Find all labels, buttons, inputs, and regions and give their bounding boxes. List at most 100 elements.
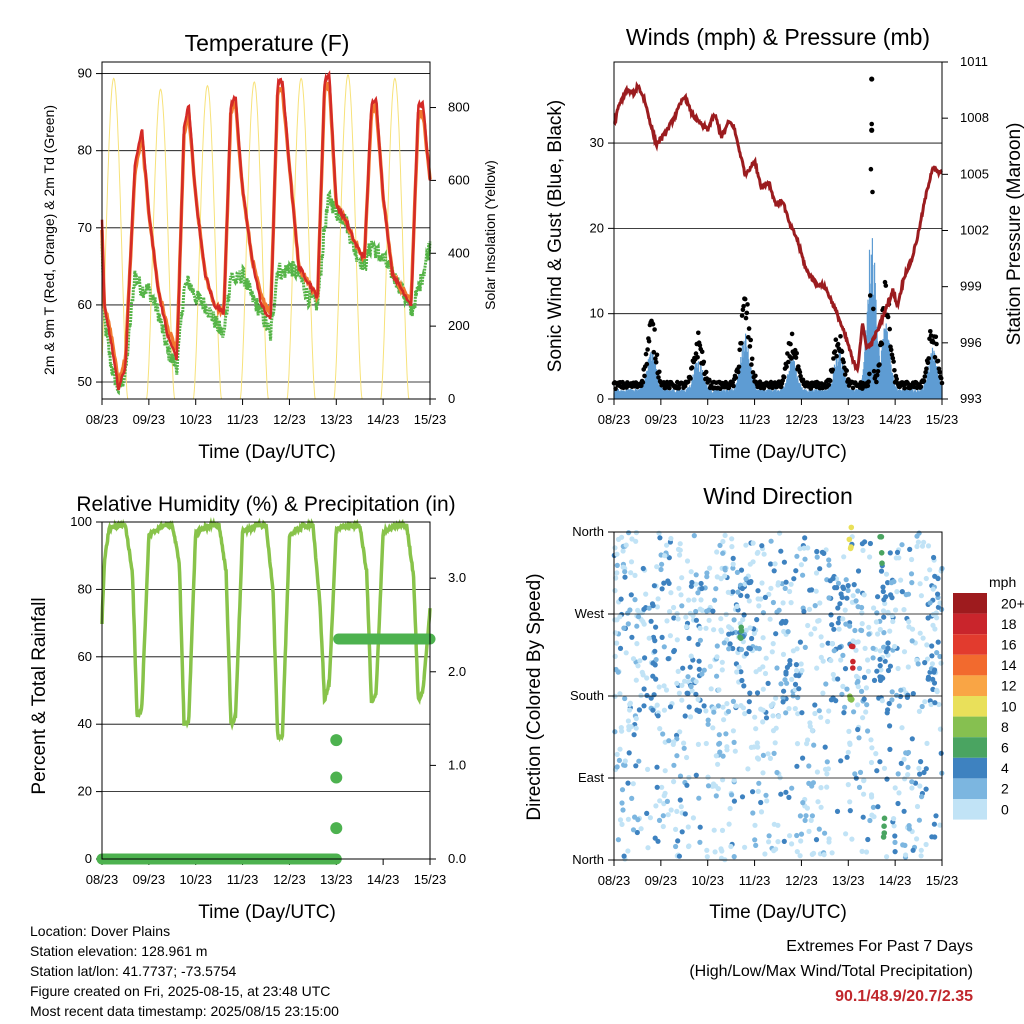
wind-direction-point [760, 610, 767, 616]
gust-point [867, 293, 873, 298]
wind-direction-point [932, 667, 938, 673]
gust-point [935, 358, 941, 364]
wind-direction-point [765, 680, 771, 687]
wind-direction-point [768, 702, 774, 709]
wind-direction-point [704, 854, 710, 860]
wind-direction-point [659, 634, 665, 641]
gust-point [739, 313, 745, 318]
wind-direction-point [780, 651, 787, 658]
wind-direction-point [677, 729, 683, 735]
wind-direction-point [750, 540, 756, 546]
winds-xtick-label: 15/23 [926, 412, 959, 427]
gust-point [870, 189, 875, 195]
wind-direction-point [835, 605, 841, 611]
gust-point [699, 349, 705, 355]
wind-direction-point [705, 783, 712, 789]
wind-direction-point [794, 832, 800, 839]
wind-direction-point [725, 708, 732, 715]
wind-direction-point [813, 837, 820, 843]
wind-direction-point [697, 839, 703, 845]
wind-direction-point [752, 714, 758, 720]
wind-direction-point [682, 678, 688, 684]
gust-point [923, 369, 928, 375]
wind-direction-point [622, 758, 628, 764]
wind-direction-point [755, 596, 761, 602]
wind-direction-point [652, 835, 658, 841]
wind-direction-point [671, 615, 677, 621]
recent-timestamp: Most recent data timestamp: 2025/08/15 2… [30, 1003, 339, 1019]
wind-direction-point [816, 826, 822, 832]
wind-direction-point [696, 666, 702, 672]
wind-direction-point [687, 610, 694, 617]
wind-direction-point [698, 597, 704, 603]
wind-direction-point [816, 708, 822, 714]
wind-direction-point [693, 679, 699, 685]
wind-direction-point [822, 830, 828, 836]
wind-direction-point [800, 572, 806, 578]
wind-direction-point [931, 821, 938, 827]
wind-direction-point [880, 588, 886, 595]
gust-point [793, 355, 799, 360]
wind-direction-point [762, 670, 769, 677]
gust-point [645, 347, 650, 352]
gust-point [874, 372, 880, 378]
wind-direction-point [695, 696, 701, 703]
wind-direction-point [760, 707, 766, 713]
wind-direction-point [846, 536, 853, 543]
wind-direction-point [848, 544, 854, 550]
temperature-y2tick-label: 800 [448, 100, 470, 115]
wind-direction-point [697, 637, 704, 643]
wind-direction-point [756, 603, 762, 609]
wind-direction-point [634, 641, 640, 647]
humidity-ytick-label: 40 [78, 716, 92, 731]
wind-direction-point [840, 585, 847, 592]
wind-direction-point [812, 710, 818, 717]
gust-point [733, 375, 739, 380]
temp-2m-line [100, 70, 432, 391]
winds-y2tick-label: 993 [960, 391, 982, 406]
wind-direction-point [760, 719, 766, 725]
wind-direction-point [750, 810, 756, 816]
wind-direction-point [822, 744, 828, 750]
wind-direction-point [747, 690, 753, 696]
wind-direction-point [630, 656, 637, 662]
colorbar-label: 20+ [1001, 595, 1024, 611]
wind-direction-point [909, 580, 915, 586]
wind-direction-point [699, 585, 705, 592]
wind-direction-point [661, 707, 668, 713]
wind-direction-point [824, 784, 830, 790]
wind-direction-point [697, 824, 703, 830]
wind-direction-point [848, 524, 855, 531]
gust-point [869, 127, 875, 133]
humidity-frame [101, 521, 431, 860]
colorbar-swatch [953, 737, 987, 758]
wind-direction-point [628, 724, 634, 730]
wind-direction-point [798, 562, 805, 568]
wind-direction-point [738, 567, 745, 573]
wind-direction-point [809, 813, 816, 819]
wind-direction-point [918, 853, 924, 859]
wind-direction-point [671, 648, 677, 655]
wind-direction-point [741, 683, 747, 689]
wind-direction-point [671, 779, 677, 785]
wind-direction-point [622, 574, 628, 580]
gust-point [642, 373, 647, 379]
gust-point [869, 76, 875, 82]
wind-direction-point [641, 703, 647, 709]
wind-direction-point [705, 774, 711, 780]
wind-direction-point [625, 816, 632, 822]
wind-direction-point [707, 565, 713, 571]
wind-direction-point [892, 785, 898, 791]
wind-direction-point [847, 808, 853, 814]
gust-point [695, 355, 700, 360]
wind-direction-point [655, 596, 661, 602]
wind-direction-point [888, 580, 895, 586]
wind-direction-point [936, 701, 942, 708]
wind-direction-point [891, 823, 897, 829]
wind-direction-point [859, 621, 865, 627]
wind-direction-point [784, 680, 790, 686]
wind-direction-point [723, 611, 729, 618]
temperature-series [100, 70, 432, 400]
wind-direction-point [653, 803, 659, 809]
wind-direction-point [915, 539, 922, 545]
